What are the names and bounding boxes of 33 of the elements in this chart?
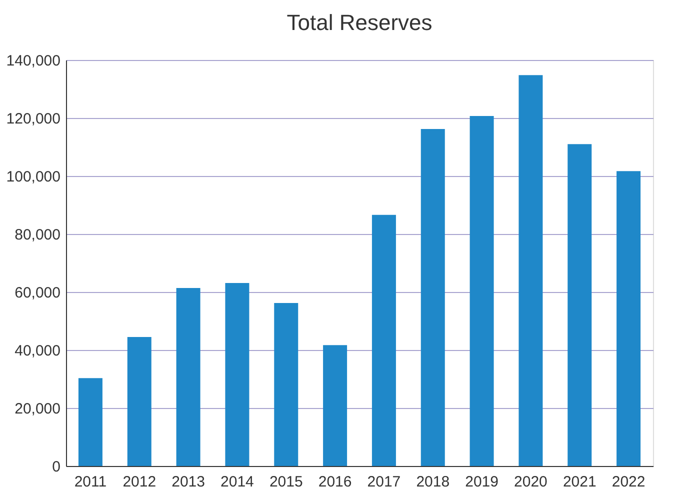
y-tick-label: 0 <box>52 458 60 476</box>
y-tick-label: 20,000 <box>14 400 60 418</box>
y-tick-label: 40,000 <box>14 342 60 360</box>
y-tick-label: 100,000 <box>6 168 60 186</box>
x-tick-label: 2014 <box>220 474 254 490</box>
x-tick-label: 2019 <box>465 474 498 490</box>
bar <box>372 214 396 466</box>
x-tick-label: 2011 <box>74 474 107 490</box>
x-tick-label: 2015 <box>269 474 303 490</box>
chart-title: Total Reserves <box>286 10 432 35</box>
x-tick-label: 2021 <box>562 474 596 490</box>
bar <box>518 75 543 466</box>
x-tick-label: 2018 <box>416 474 450 490</box>
bar <box>225 283 250 466</box>
x-tick-label: 2017 <box>367 474 401 490</box>
bar <box>470 116 494 466</box>
bar <box>420 129 445 466</box>
y-tick-label: 120,000 <box>6 110 60 128</box>
y-tick-label: 140,000 <box>6 52 60 70</box>
bar <box>568 144 592 466</box>
bar <box>274 303 298 466</box>
x-tick-label: 2020 <box>514 474 548 490</box>
bar <box>176 288 200 466</box>
y-tick-label: 60,000 <box>14 284 60 302</box>
bar <box>127 336 152 466</box>
x-tick-label: 2013 <box>172 474 205 490</box>
y-tick-label: 80,000 <box>14 226 60 244</box>
bar <box>78 378 102 466</box>
bar <box>616 171 641 466</box>
bar <box>323 345 348 466</box>
x-tick-label: 2022 <box>612 474 646 490</box>
x-tick-label: 2012 <box>122 474 156 490</box>
x-tick-label: 2016 <box>318 474 352 490</box>
